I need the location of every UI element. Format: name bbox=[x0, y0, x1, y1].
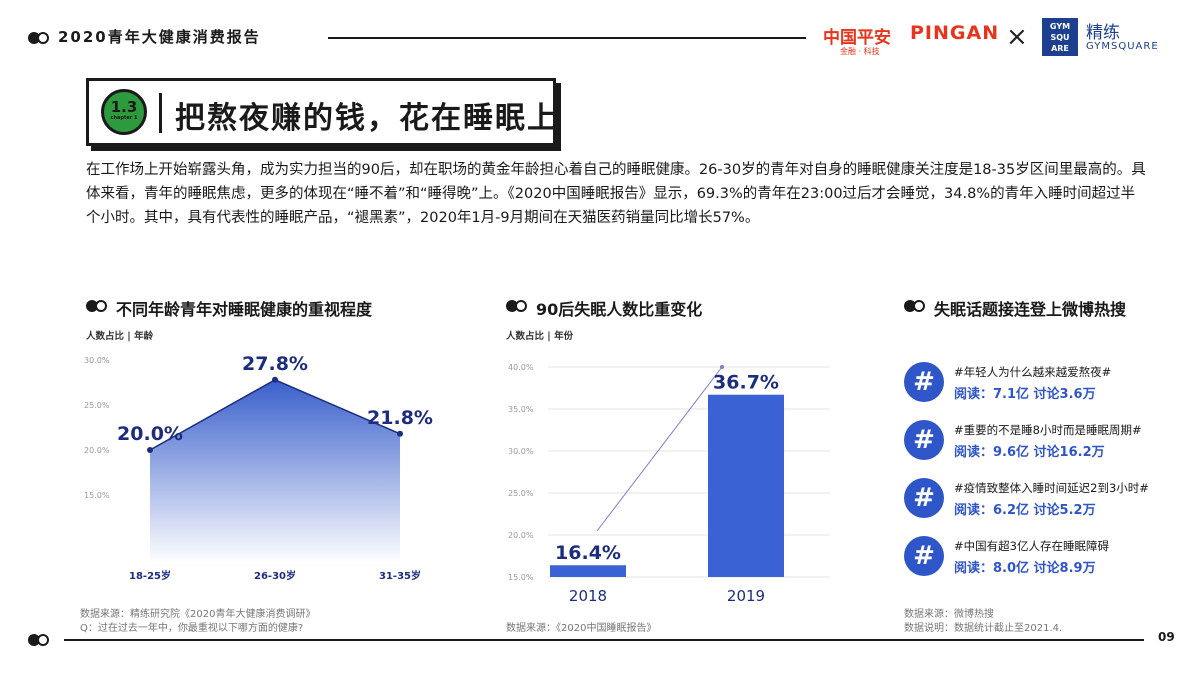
hashtag-icon: # bbox=[904, 420, 944, 460]
pingan-logo-sub: 金融 · 科技 bbox=[840, 47, 880, 56]
chapter-title: 把熬夜赚的钱，花在睡眠上 bbox=[175, 101, 559, 136]
hashtag-icon: # bbox=[904, 478, 944, 518]
hashtag-icon: # bbox=[904, 362, 944, 402]
data-label: 21.8% bbox=[367, 407, 433, 429]
dots-icon bbox=[506, 300, 528, 312]
section1-source-line2: Q：过在过去一年中，你最重视以下哪方面的健康? bbox=[80, 623, 304, 634]
pingan-logo-en: PINGAN bbox=[910, 22, 1000, 44]
weibo-topic[interactable]: # #重要的不是睡8小时而是睡眠周期# 阅读：9.6亿 讨论16.2万 bbox=[904, 420, 1184, 466]
age-area-fill bbox=[150, 379, 400, 563]
bar bbox=[708, 394, 784, 577]
header-divider bbox=[328, 37, 806, 39]
weibo-topic[interactable]: # #中国有超3亿人存在睡眠障碍 阅读：8.0亿 讨论8.9万 bbox=[904, 536, 1184, 582]
chapter-title-box: 1.3 chapter 1 把熬夜赚的钱，花在睡眠上 bbox=[86, 78, 559, 146]
y-tick-label: 30.0% bbox=[84, 356, 110, 365]
data-point bbox=[147, 447, 153, 453]
section2-unit-label: 人数占比 | 年份 bbox=[506, 331, 574, 342]
section1-unit-label: 人数占比 | 年龄 bbox=[86, 331, 154, 342]
topic-tag: #疫情致整体入睡时间延迟2到3小时# bbox=[954, 481, 1149, 495]
weibo-topic[interactable]: # #年轻人为什么越来越爱熬夜# 阅读：7.1亿 讨论3.6万 bbox=[904, 362, 1184, 408]
age-area-chart: 30.0% 25.0% 20.0% 15.0% 20.0% 27.8% 21.8% 18-… bbox=[84, 353, 433, 582]
chapter-separator bbox=[159, 93, 162, 133]
chapter-number: 1.3 bbox=[110, 98, 138, 116]
intro-paragraph: 在工作场上开始崭露头角，成为实力担当的90后，却在职场的黄金年龄担心着自己的睡眠… bbox=[86, 162, 1146, 226]
data-label: 16.4% bbox=[555, 542, 621, 564]
section3-source: 数据来源：微博热搜 数据说明：数据统计截止至2021.4. bbox=[904, 608, 1062, 636]
jinglian-logo-en: GYMSQUARE bbox=[1086, 41, 1159, 52]
y-tick-label: 35.0% bbox=[508, 405, 534, 414]
gymsquare-logo-box: GYM SQU ARE bbox=[1042, 18, 1078, 56]
x-tick-label: 31-35岁 bbox=[379, 569, 421, 582]
section3-source-line1: 数据来源：微博热搜 bbox=[904, 609, 994, 620]
insomnia-bar-chart: 40.0% 35.0% 30.0% 25.0% 20.0% 15.0% 16.4% 2018… bbox=[508, 363, 830, 605]
section2-source: 数据来源：《2020中国睡眠报告》 bbox=[506, 622, 656, 636]
bar bbox=[550, 565, 626, 577]
x-tick-label: 26-30岁 bbox=[254, 569, 296, 582]
data-point bbox=[272, 376, 278, 383]
topic-stats: 阅读：7.1亿 讨论3.6万 bbox=[954, 387, 1096, 402]
dots-icon bbox=[28, 634, 50, 646]
jinglian-logo-cn: 精练 bbox=[1086, 23, 1120, 43]
section2-title: 90后失眠人数比重变化 bbox=[506, 296, 702, 320]
dots-icon bbox=[86, 300, 108, 312]
y-tick-label: 25.0% bbox=[508, 489, 534, 498]
data-point bbox=[397, 430, 403, 437]
hashtag-icon: # bbox=[904, 536, 944, 576]
section3-title-text: 失眠话题接连登上微博热搜 bbox=[934, 300, 1127, 319]
x-tick-label: 2018 bbox=[569, 587, 607, 605]
section1-source: 数据来源：精练研究院《2020青年大健康消费调研》 Q：过在过去一年中，你最重视… bbox=[80, 608, 315, 636]
trend-arrow-line bbox=[596, 366, 723, 532]
dots-icon bbox=[904, 300, 926, 312]
y-tick-label: 20.0% bbox=[84, 446, 110, 455]
y-tick-label: 15.0% bbox=[84, 491, 110, 500]
report-header: 2020青年大健康消费报告 中国平安 PINGAN 金融 · 科技 × GYM … bbox=[28, 18, 1188, 56]
pingan-logo-cn: 中国平安 bbox=[823, 28, 891, 48]
section1-title-text: 不同年龄青年对睡眠健康的重视程度 bbox=[116, 300, 373, 319]
data-label: 27.8% bbox=[242, 353, 308, 375]
section1-title: 不同年龄青年对睡眠健康的重视程度 bbox=[86, 296, 372, 320]
chapter-sub: chapter 1 bbox=[110, 115, 138, 121]
topic-tag: #中国有超3亿人存在睡眠障碍 bbox=[954, 539, 1109, 553]
page-number: 09 bbox=[1158, 630, 1175, 644]
trend-arrow-head bbox=[720, 365, 724, 369]
weibo-topic[interactable]: # #疫情致整体入睡时间延迟2到3小时# 阅读：6.2亿 讨论5.2万 bbox=[904, 478, 1184, 524]
report-title: 2020青年大健康消费报告 bbox=[58, 28, 261, 46]
section2-source-line1: 数据来源：《2020中国睡眠报告》 bbox=[506, 623, 657, 634]
y-tick-label: 40.0% bbox=[508, 363, 534, 372]
y-tick-label: 15.0% bbox=[508, 573, 534, 582]
topic-tag: #年轻人为什么越来越爱熬夜# bbox=[954, 365, 1112, 379]
section1-source-line1: 数据来源：精练研究院《2020青年大健康消费调研》 bbox=[80, 609, 316, 620]
y-tick-label: 30.0% bbox=[508, 447, 534, 456]
dots-icon bbox=[28, 32, 50, 44]
topic-stats: 阅读：8.0亿 讨论8.9万 bbox=[954, 561, 1096, 576]
section3-title: 失眠话题接连登上微博热搜 bbox=[904, 296, 1126, 320]
data-label: 36.7% bbox=[713, 372, 779, 394]
times-icon: × bbox=[1006, 22, 1028, 52]
section3-source-line2: 数据说明：数据统计截止至2021.4. bbox=[904, 623, 1063, 634]
y-tick-label: 20.0% bbox=[508, 531, 534, 540]
y-tick-label: 25.0% bbox=[84, 401, 110, 410]
topic-tag: #重要的不是睡8小时而是睡眠周期# bbox=[954, 423, 1142, 437]
data-label: 20.0% bbox=[117, 423, 183, 445]
topic-stats: 阅读：9.6亿 讨论16.2万 bbox=[954, 445, 1105, 460]
x-tick-label: 18-25岁 bbox=[129, 569, 171, 582]
x-tick-label: 2019 bbox=[727, 587, 765, 605]
chapter-badge: 1.3 chapter 1 bbox=[101, 89, 147, 135]
section2-title-text: 90后失眠人数比重变化 bbox=[536, 300, 703, 319]
topic-stats: 阅读：6.2亿 讨论5.2万 bbox=[954, 503, 1096, 518]
footer-divider bbox=[64, 639, 1144, 641]
